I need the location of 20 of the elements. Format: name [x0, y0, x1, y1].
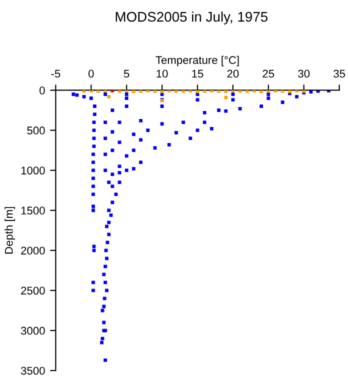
x-tick-label: 15 — [192, 70, 204, 78]
x-axis-title: Temperature [°C] — [156, 56, 239, 66]
x-tick-label: 0 — [88, 70, 94, 78]
x-tick-label: 10 — [156, 70, 168, 78]
x-tick-label: -5 — [51, 70, 60, 78]
x-tick-label: 20 — [227, 70, 239, 78]
y-tick-label: 1500 — [21, 206, 45, 215]
x-tick-label: 35 — [334, 70, 346, 78]
y-tick-label: 2000 — [21, 246, 45, 255]
y-tick-label: 500 — [27, 126, 45, 134]
x-tick-label: 5 — [124, 70, 130, 78]
y-tick-label: 1000 — [21, 166, 45, 174]
y-axis-title: Depth [m] — [4, 207, 15, 254]
x-tick-label: 25 — [262, 70, 274, 78]
y-tick-label: 3000 — [20, 326, 45, 335]
x-tick-label: 30 — [298, 70, 310, 78]
chart-title: MODS2005 in July, 1975 — [116, 12, 268, 24]
y-tick-label: 0 — [40, 86, 45, 94]
y-tick-label: 2500 — [21, 286, 45, 295]
y-tick-label: 3500 — [20, 366, 45, 375]
